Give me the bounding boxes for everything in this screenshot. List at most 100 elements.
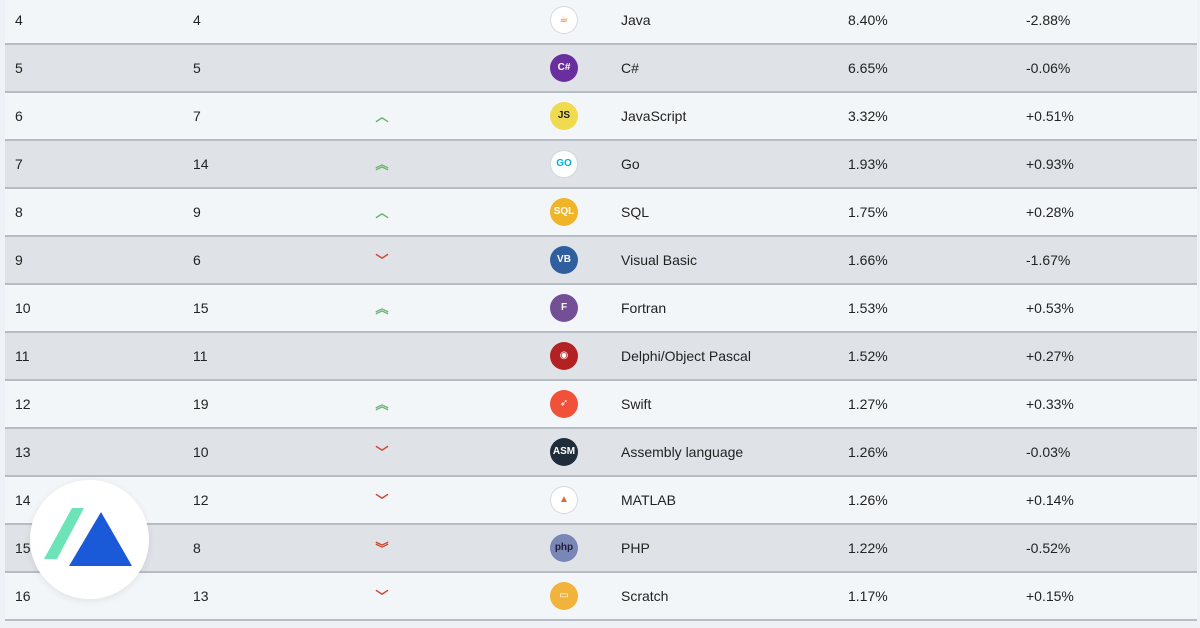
table-row: 12 19 ︽ ➶ Swift 1.27% +0.33% [5, 381, 1197, 429]
rank-cell: 11 [15, 348, 30, 364]
rank-cell: 12 [15, 396, 31, 412]
rank-cell: 10 [15, 300, 31, 316]
rating-cell: 1.93% [848, 156, 888, 172]
rating-cell: 8.40% [848, 12, 888, 28]
rating-cell: 1.26% [848, 444, 888, 460]
rating-change-cell: -2.88% [1026, 12, 1071, 28]
previous-rank-cell: 15 [193, 300, 209, 316]
change-cell: ﹀ [367, 237, 397, 283]
previous-rank-cell: 5 [193, 60, 201, 76]
fortran-logo-icon: F [550, 294, 578, 322]
rating-cell: 1.26% [848, 492, 888, 508]
rating-change-cell: -0.52% [1026, 540, 1071, 556]
rating-cell: 6.65% [848, 60, 888, 76]
table-row: 11 11 ◉ Delphi/Object Pascal 1.52% +0.27% [5, 333, 1197, 381]
rating-cell: 1.75% [848, 204, 888, 220]
rating-change-cell: +0.28% [1026, 204, 1074, 220]
rank-cell: 6 [15, 108, 23, 124]
language-name: PHP [621, 540, 650, 556]
delphi-logo-icon: ◉ [550, 342, 578, 370]
previous-rank-cell: 13 [193, 588, 209, 604]
rating-change-cell: +0.33% [1026, 396, 1074, 412]
previous-rank-cell: 4 [193, 12, 201, 28]
rating-change-cell: +0.93% [1026, 156, 1074, 172]
rating-change-cell: +0.27% [1026, 348, 1074, 364]
java-logo-icon: ☕ [550, 6, 578, 34]
scratch-logo-icon: ▭ [550, 582, 578, 610]
language-name: Go [621, 156, 640, 172]
rating-cell: 3.32% [848, 108, 888, 124]
table-row: 5 5 C# C# 6.65% -0.06% [5, 45, 1197, 93]
change-cell [367, 45, 397, 91]
language-name: Delphi/Object Pascal [621, 348, 751, 364]
change-cell: ︽ [367, 381, 397, 427]
language-name: Visual Basic [621, 252, 698, 268]
change-cell: ︽ [367, 285, 397, 331]
double-up-arrow-icon: ︽ [375, 301, 389, 316]
sql-logo-icon: SQL [550, 198, 578, 226]
language-name: MATLAB [621, 492, 676, 508]
language-name: Java [621, 12, 651, 28]
logo-cell: ➶ [550, 390, 578, 418]
rank-cell: 7 [15, 156, 23, 172]
language-name: Assembly language [621, 444, 744, 460]
logo-cell: SQL [550, 198, 578, 226]
logo-cell: ▭ [550, 582, 578, 610]
brand-badge [30, 480, 149, 599]
rank-cell: 9 [15, 252, 23, 268]
csharp-logo-icon: C# [550, 54, 578, 82]
double-up-arrow-icon: ︽ [375, 397, 389, 412]
logo-cell: ▲ [550, 486, 578, 514]
rating-cell: 1.66% [848, 252, 888, 268]
rating-cell: 1.52% [848, 348, 888, 364]
rank-cell: 15 [15, 540, 31, 556]
down-arrow-icon: ﹀ [375, 493, 389, 508]
table-row: 10 15 ︽ F Fortran 1.53% +0.53% [5, 285, 1197, 333]
ranking-table: 4 4 ☕ Java 8.40% -2.88% 5 5 C# C# 6.65% -0.06% 6 7 ︿ JS… [5, 0, 1197, 621]
change-cell: ﹀ [367, 477, 397, 523]
logo-cell: VB [550, 246, 578, 274]
rank-cell: 8 [15, 204, 23, 220]
rating-change-cell: +0.15% [1026, 588, 1074, 604]
previous-rank-cell: 12 [193, 492, 209, 508]
table-row: 9 6 ﹀ VB Visual Basic 1.66% -1.67% [5, 237, 1197, 285]
rating-cell: 1.27% [848, 396, 888, 412]
change-cell [367, 0, 397, 43]
assembly-logo-icon: ASM [550, 438, 578, 466]
up-arrow-icon: ︿ [375, 109, 389, 124]
down-arrow-icon: ﹀ [375, 253, 389, 268]
up-arrow-icon: ︿ [375, 205, 389, 220]
logo-cell: ASM [550, 438, 578, 466]
language-name: Swift [621, 396, 652, 412]
logo-cell: JS [550, 102, 578, 130]
logo-cell: php [550, 534, 578, 562]
table-row: 13 10 ﹀ ASM Assembly language 1.26% -0.03% [5, 429, 1197, 477]
previous-rank-cell: 9 [193, 204, 201, 220]
rating-change-cell: +0.14% [1026, 492, 1074, 508]
logo-cell: C# [550, 54, 578, 82]
double-up-arrow-icon: ︽ [375, 157, 389, 172]
rating-cell: 1.17% [848, 588, 888, 604]
rank-cell: 13 [15, 444, 31, 460]
previous-rank-cell: 8 [193, 540, 201, 556]
rank-cell: 16 [15, 588, 31, 604]
logo-cell: F [550, 294, 578, 322]
previous-rank-cell: 7 [193, 108, 201, 124]
language-name: SQL [621, 204, 650, 220]
logo-cell: ◉ [550, 342, 578, 370]
down-arrow-icon: ﹀ [375, 589, 389, 604]
logo-cell: GO [550, 150, 578, 178]
rating-change-cell: +0.51% [1026, 108, 1074, 124]
change-cell: ﹀ [367, 573, 397, 619]
visual-basic-logo-icon: VB [550, 246, 578, 274]
table-row: 6 7 ︿ JS JavaScript 3.32% +0.51% [5, 93, 1197, 141]
rating-change-cell: +0.53% [1026, 300, 1074, 316]
rating-change-cell: -0.06% [1026, 60, 1071, 76]
javascript-logo-icon: JS [550, 102, 578, 130]
previous-rank-cell: 11 [193, 348, 208, 364]
table-row: 14 12 ﹀ ▲ MATLAB 1.26% +0.14% [5, 477, 1197, 525]
change-cell [367, 333, 397, 379]
previous-rank-cell: 10 [193, 444, 209, 460]
change-cell: ︾ [367, 525, 397, 571]
matlab-logo-icon: ▲ [550, 486, 578, 514]
